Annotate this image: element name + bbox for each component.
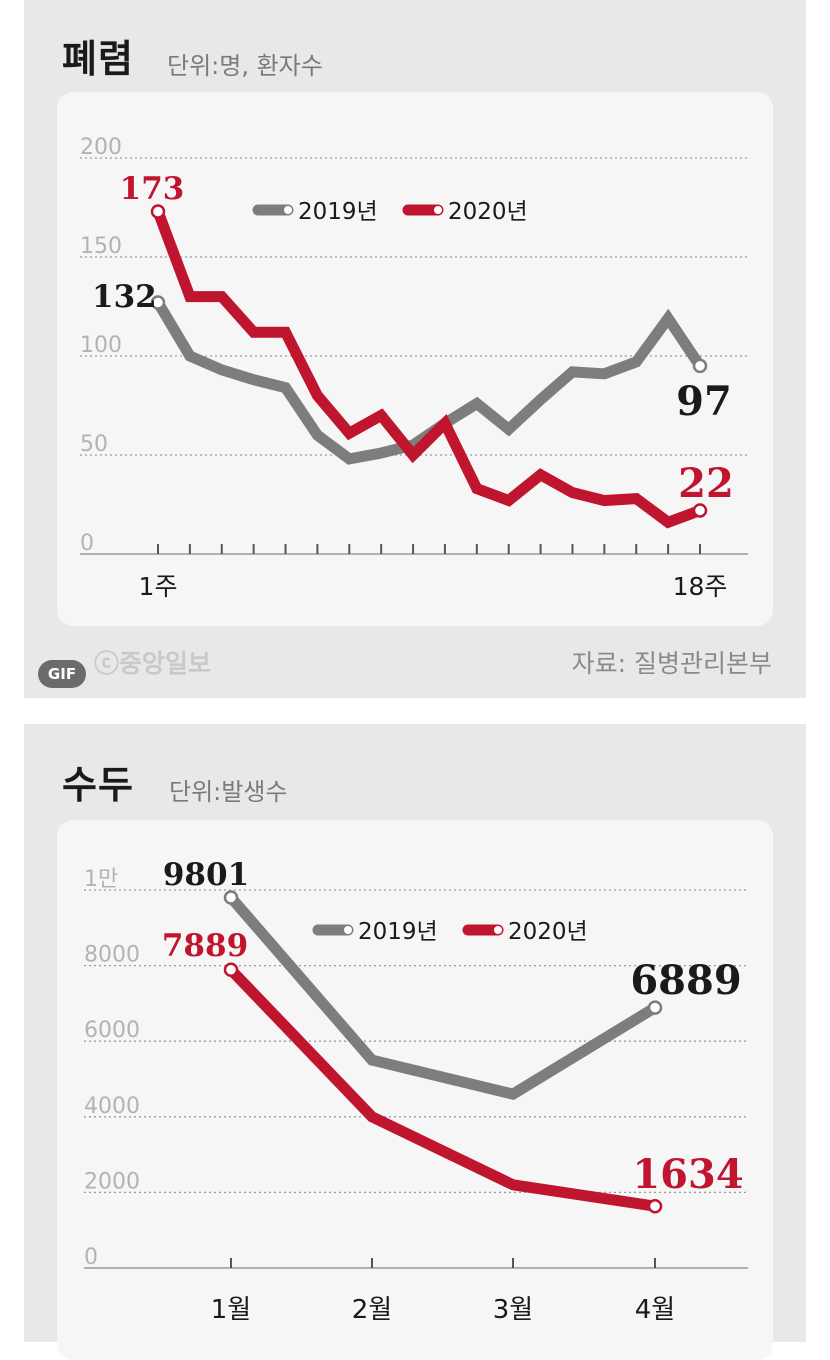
data-label-2019-end: 6889	[630, 957, 741, 1004]
publisher-logo: ⓒ중앙일보	[94, 649, 212, 678]
chart-card	[57, 92, 773, 626]
y-tick-label: 0	[84, 1245, 98, 1270]
series-endpoint	[692, 358, 708, 374]
series-endpoint	[223, 890, 239, 905]
y-tick-label: 1만	[84, 867, 118, 892]
x-tick-label: 4월	[635, 1295, 675, 1325]
legend-label: 2020년	[448, 199, 528, 225]
pneumonia-chart: 200 150 100 50 0 1주 18주 2019년 2020년 132 97 173 22	[80, 135, 748, 601]
y-tick-label: 8000	[84, 943, 140, 968]
x-tick-label-first: 1주	[139, 572, 178, 601]
data-label-2020-start: 173	[120, 171, 185, 207]
legend-marker	[434, 206, 442, 214]
y-tick-label: 4000	[84, 1094, 140, 1119]
chart-title: 폐렴	[62, 37, 134, 81]
gif-badge: GIF	[38, 660, 86, 688]
y-tick-label: 0	[80, 531, 94, 556]
series-endpoint	[223, 962, 239, 978]
x-tick-label: 1월	[211, 1295, 251, 1325]
chart-title: 수두	[62, 763, 134, 807]
legend-label: 2019년	[298, 199, 378, 225]
data-label-2019-start: 132	[92, 279, 157, 315]
legend-label: 2020년	[508, 919, 588, 945]
chart-unit: 단위:명, 환자수	[167, 52, 323, 80]
chickenpox-panel: 수두 단위:발생수	[24, 724, 806, 1360]
data-label-2019-end: 97	[676, 378, 732, 425]
data-source: 자료: 질병관리본부	[571, 649, 772, 678]
series-line-2020년	[152, 209, 702, 529]
chart-card	[57, 820, 773, 1360]
x-tick-label: 2월	[352, 1295, 392, 1325]
data-label-2020-end: 22	[678, 460, 734, 507]
y-tick-label: 50	[80, 432, 108, 457]
legend-label: 2019년	[358, 919, 438, 945]
legend-marker	[344, 926, 352, 934]
y-tick-label: 200	[80, 135, 122, 160]
series-endpoint	[647, 1000, 663, 1015]
x-tick-label-last: 18주	[673, 572, 728, 601]
data-label-2019-start: 9801	[163, 857, 249, 893]
x-tick-label: 3월	[493, 1295, 533, 1325]
data-label-2020-end: 1634	[632, 1151, 743, 1198]
series-line-2020년	[227, 965, 656, 1212]
y-tick-label: 150	[80, 234, 122, 259]
y-tick-label: 2000	[84, 1169, 140, 1194]
legend-marker	[284, 206, 292, 214]
legend-marker	[494, 926, 502, 934]
series-endpoint	[647, 1198, 663, 1214]
chart-unit: 단위:발생수	[169, 778, 288, 806]
series-endpoint	[692, 503, 708, 518]
pneumonia-panel: 폐렴 단위:명, 환자수 ⓒ중앙일보 자료: 질병관리본부	[24, 0, 806, 698]
data-label-2020-start: 7889	[162, 928, 248, 964]
y-tick-label: 100	[80, 333, 122, 358]
series-line-2019년	[226, 893, 658, 1100]
series-endpoint	[150, 204, 166, 219]
series-endpoint	[150, 295, 166, 310]
y-tick-label: 6000	[84, 1018, 140, 1043]
